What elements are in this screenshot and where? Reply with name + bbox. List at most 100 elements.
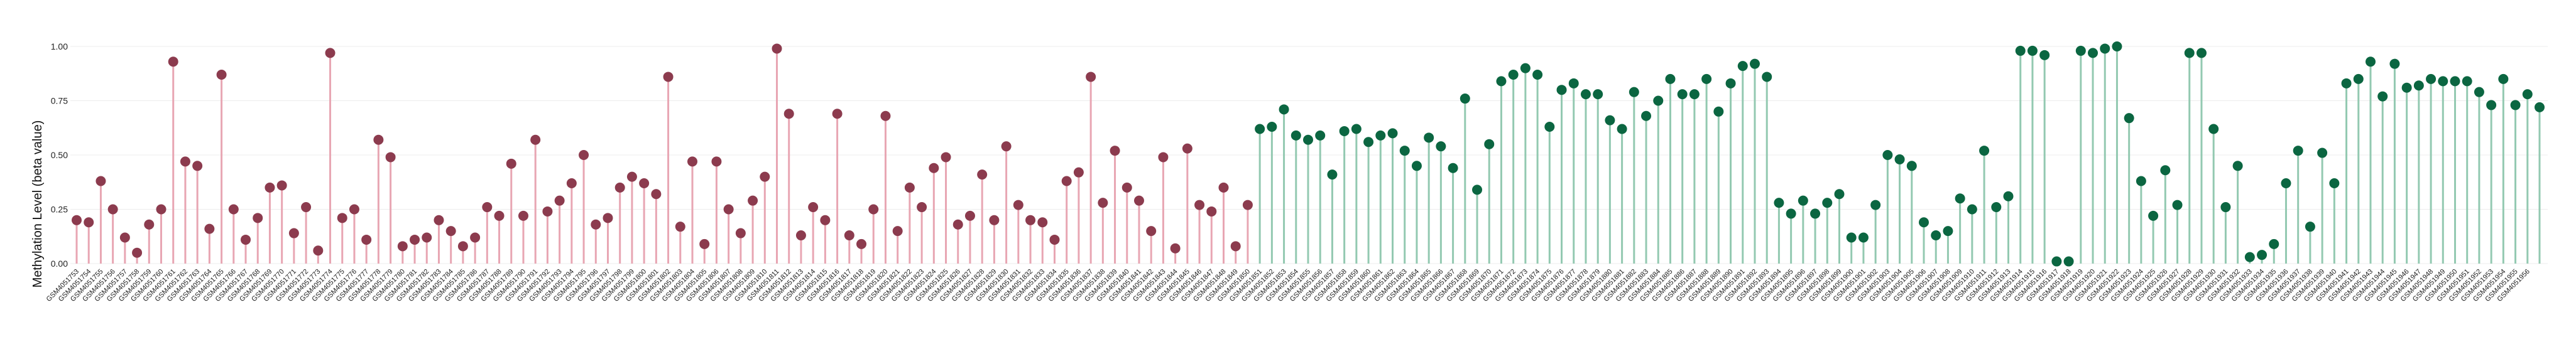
- lollipop-point: [1315, 130, 1326, 141]
- lollipop-point: [554, 195, 565, 206]
- lollipop-point: [2088, 48, 2098, 58]
- lollipop-point: [880, 110, 891, 121]
- lollipop-point: [1279, 104, 1289, 115]
- lollipop-point: [457, 241, 468, 252]
- lollipop-point: [2365, 56, 2376, 67]
- lollipop-point: [1955, 193, 1965, 204]
- lollipop-point: [494, 210, 505, 221]
- lollipop-point: [1086, 72, 1096, 82]
- lollipop-point: [820, 215, 831, 225]
- lollipop-point: [687, 156, 697, 167]
- lollipop-point: [1846, 232, 1857, 243]
- lollipop-point: [1544, 122, 1555, 132]
- lollipop-point: [2220, 202, 2231, 213]
- lollipop-point: [2244, 252, 2255, 262]
- lollipop-point: [844, 230, 854, 241]
- lollipop-point: [711, 156, 722, 167]
- lollipop-point: [783, 109, 794, 119]
- lollipop-point: [1399, 146, 1410, 156]
- lollipop-point: [445, 226, 456, 237]
- lollipop-point: [168, 56, 178, 67]
- lollipop-point: [2535, 102, 2545, 112]
- lollipop-point: [2039, 50, 2050, 60]
- lollipop-point: [2377, 91, 2388, 102]
- lollipop-point: [626, 171, 637, 182]
- lollipop-point: [119, 232, 130, 243]
- lollipop-point: [156, 204, 166, 215]
- lollipop-point: [699, 238, 710, 249]
- lollipop-point: [265, 182, 275, 193]
- lollipop-point: [276, 180, 287, 191]
- lollipop-point: [2317, 147, 2328, 158]
- lollipop-point: [2341, 78, 2352, 88]
- lollipop-point: [1568, 78, 1579, 88]
- lollipop-point: [1170, 243, 1181, 254]
- lollipop-point: [977, 169, 988, 180]
- lollipop-point: [1858, 232, 1869, 243]
- y-tick-label: 0.00: [51, 259, 68, 269]
- lollipop-point: [1375, 130, 1386, 141]
- lollipop-point: [1919, 217, 1929, 228]
- lollipop-point: [1870, 200, 1881, 210]
- lollipop-point: [772, 43, 782, 54]
- lollipop-point: [1749, 58, 1760, 69]
- lollipop-point: [84, 217, 94, 228]
- lollipop-point: [1230, 241, 1241, 252]
- lollipop-point: [1822, 198, 1833, 208]
- lollipop-point: [2196, 48, 2207, 58]
- lollipop-point: [96, 176, 106, 186]
- lollipop-point: [579, 150, 589, 160]
- lollipop-point: [2450, 76, 2460, 87]
- lollipop-point: [1327, 169, 1338, 180]
- lollipop-point: [1110, 146, 1120, 156]
- lollipop-point: [735, 228, 746, 238]
- lollipop-point: [1882, 150, 1893, 160]
- lollipop-point: [1774, 198, 1784, 208]
- lollipop-point: [2474, 87, 2484, 97]
- lollipop-point: [2148, 210, 2159, 221]
- lollipop-point: [1496, 76, 1507, 87]
- y-axis-title: Methylation Level (beta value): [31, 120, 45, 288]
- lollipop-point: [1133, 195, 1144, 206]
- lollipop-point: [2522, 89, 2533, 100]
- lollipop-point: [1906, 161, 1917, 171]
- lollipop-point: [2112, 41, 2122, 51]
- lollipop-point: [2100, 43, 2110, 54]
- lollipop-point: [1363, 137, 1374, 147]
- lollipop-point: [1508, 69, 1519, 80]
- lollipop-point: [2051, 256, 2062, 267]
- lollipop-point: [2027, 45, 2038, 56]
- lollipop-point: [2003, 191, 2014, 201]
- lollipop-point: [808, 202, 819, 213]
- lollipop-point: [1025, 215, 1036, 225]
- lollipop-point: [2426, 73, 2437, 84]
- lollipop-point: [1967, 204, 1977, 215]
- lollipop-point: [639, 178, 650, 188]
- y-tick-label: 1.00: [51, 41, 68, 51]
- lollipop-point: [1194, 200, 1205, 210]
- lollipop-point: [1653, 95, 1664, 106]
- lollipop-point: [1605, 115, 1615, 126]
- lollipop-point: [952, 219, 963, 230]
- lollipop-point: [1532, 69, 1543, 80]
- lollipop-point: [373, 134, 384, 145]
- lollipop-point: [2293, 146, 2303, 156]
- lollipop-point: [228, 204, 239, 215]
- lollipop-point: [2413, 80, 2424, 91]
- lollipop-point: [1049, 234, 1060, 245]
- lollipop-point: [1387, 128, 1398, 139]
- lollipop-point: [1255, 124, 1265, 134]
- lollipop-point: [132, 247, 143, 258]
- lollipop-point: [748, 195, 758, 206]
- lollipop-point: [2269, 238, 2279, 249]
- lollipop-point: [2136, 176, 2146, 186]
- lollipop-point: [2232, 161, 2243, 171]
- lollipop-point: [1617, 124, 1627, 134]
- lollipop-point: [253, 213, 263, 223]
- lollipop-point: [2257, 250, 2268, 260]
- lollipop-point: [1098, 198, 1108, 208]
- lollipop-point: [1762, 72, 1772, 82]
- lollipop-point: [675, 222, 685, 232]
- lollipop-point: [1242, 200, 1253, 210]
